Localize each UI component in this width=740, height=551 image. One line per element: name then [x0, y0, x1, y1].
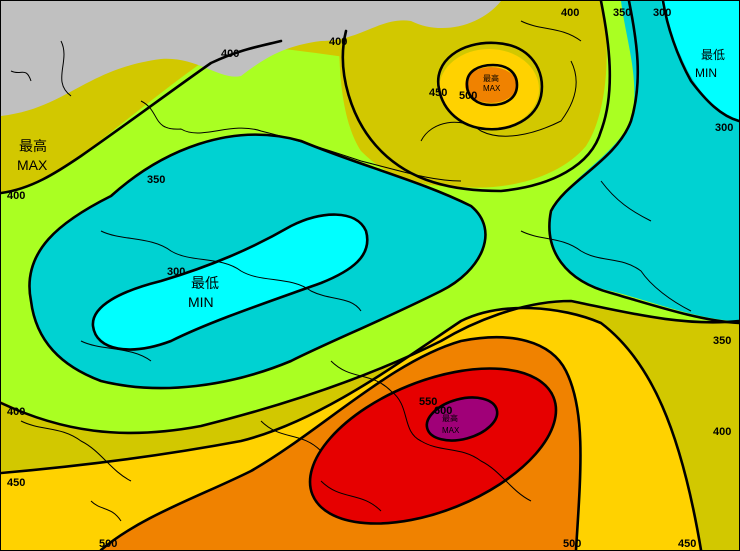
- min-center-zh: 最低: [191, 275, 219, 291]
- coastline-south: [260, 360, 532, 512]
- contour-500-ne: [465, 63, 519, 107]
- contour-350-north: [548, 1, 739, 325]
- label-400-right: 400: [713, 426, 731, 438]
- label-400-lower-left: 400: [7, 406, 25, 418]
- label-300-top: 300: [653, 7, 671, 19]
- coastline-ne-islands: [420, 20, 582, 142]
- contour-300-ne: [661, 1, 739, 123]
- contour-350-center: [28, 133, 487, 390]
- max-se-zh: 最高: [442, 413, 458, 423]
- band-above-500-ne: [465, 67, 517, 103]
- label-350-right: 350: [713, 335, 731, 347]
- contour-400-north: [341, 1, 612, 193]
- label-400-tr: 400: [561, 7, 579, 19]
- contour-500-south: [99, 335, 582, 550]
- coastline-sw: [20, 420, 132, 522]
- label-500-bottom: 500: [563, 538, 581, 550]
- max-ne-en: MAX: [483, 84, 501, 93]
- label-450-lower-left: 450: [7, 477, 25, 489]
- max-ne-zh: 最高: [483, 73, 499, 83]
- label-400-nw: 400: [221, 48, 239, 60]
- coastline-north: [10, 40, 462, 182]
- contour-550-south: [308, 367, 558, 525]
- label-400-top: 400: [329, 36, 347, 48]
- band-above-600: [426, 397, 498, 441]
- label-350-top: 350: [613, 7, 631, 19]
- coastline-east: [520, 180, 692, 312]
- label-450-bottom: 450: [678, 538, 696, 550]
- label-500-bottom-left: 500: [99, 538, 117, 550]
- contour-600-south: [425, 396, 499, 442]
- band-below-300-ne: [661, 1, 739, 121]
- min-ne-zh: 最低: [701, 48, 725, 62]
- contour-300-center: [91, 213, 369, 351]
- label-350-left: 350: [147, 174, 165, 186]
- max-se-en: MAX: [442, 426, 460, 435]
- max-west-zh: 最高: [19, 138, 47, 154]
- label-600-se: 600: [434, 405, 452, 417]
- min-center-en: MIN: [188, 294, 214, 310]
- land-gray-area: [1, 1, 501, 116]
- coastline-center: [80, 230, 362, 362]
- contour-400-west: [1, 39, 283, 195]
- label-400-left: 400: [7, 190, 25, 202]
- contour-450-south: [1, 306, 703, 550]
- label-300-left: 300: [167, 266, 185, 278]
- label-500-ne: 500: [459, 90, 477, 102]
- band-below-300-center: [92, 214, 368, 350]
- label-550-se: 550: [419, 396, 437, 408]
- contour-400-south: [1, 299, 739, 435]
- label-450-ne: 450: [429, 87, 447, 99]
- label-300-right: 300: [715, 122, 733, 134]
- min-ne-en: MIN: [695, 66, 717, 80]
- max-west-en: MAX: [17, 157, 48, 173]
